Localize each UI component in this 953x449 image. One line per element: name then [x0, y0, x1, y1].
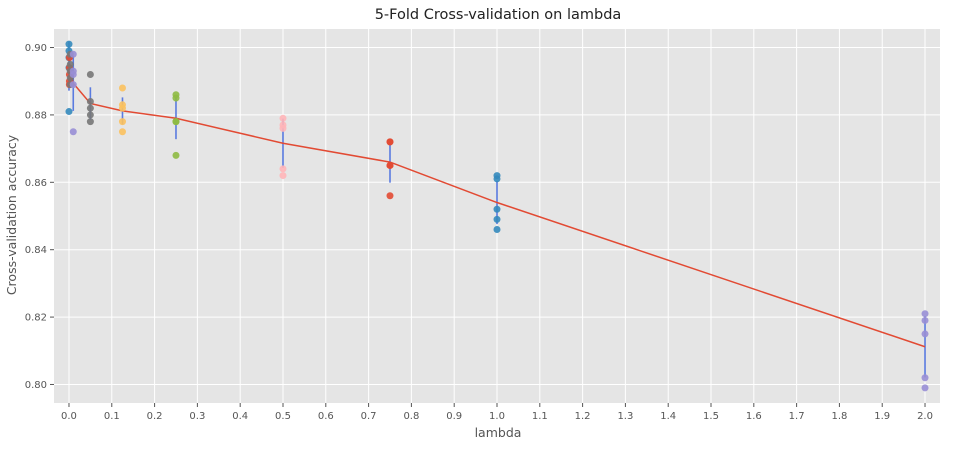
x-tick-label: 0.2 [147, 411, 163, 422]
data-point [921, 316, 929, 324]
data-point [86, 111, 94, 119]
x-tick-label: 0.1 [104, 411, 120, 422]
data-point [118, 118, 126, 126]
y-tick-label: 0.90 [25, 43, 47, 54]
data-point [66, 60, 74, 68]
data-point [493, 225, 501, 233]
y-tick-label: 0.82 [25, 313, 47, 324]
x-tick-label: 1.0 [489, 411, 505, 422]
data-point [493, 205, 501, 213]
data-point [921, 374, 929, 382]
data-point [386, 192, 394, 200]
x-tick-label: 1.6 [746, 411, 762, 422]
x-tick-label: 0.3 [189, 411, 205, 422]
data-point [86, 118, 94, 126]
data-point [65, 108, 73, 116]
data-point [279, 124, 287, 132]
x-axis-label: lambda [475, 425, 522, 440]
data-point [921, 384, 929, 392]
x-tick-label: 2.0 [917, 411, 933, 422]
y-tick-label: 0.80 [25, 380, 47, 391]
data-point [921, 310, 929, 318]
data-point [172, 94, 180, 102]
x-tick-label: 1.4 [660, 411, 676, 422]
chart-title: 5-Fold Cross-validation on lambda [375, 7, 622, 23]
x-tick-label: 1.1 [532, 411, 548, 422]
x-tick-label: 0.6 [318, 411, 334, 422]
data-point [86, 97, 94, 105]
data-point [69, 50, 77, 58]
data-point [69, 70, 77, 78]
x-tick-label: 0.4 [232, 411, 248, 422]
data-point [86, 104, 94, 112]
y-tick-label: 0.88 [25, 110, 47, 121]
data-point [65, 40, 73, 48]
tick-labels: 0.0 0.1 0.2 0.3 0.4 0.5 0.6 0.7 0.8 0.9 1.0 1.1 1.2 1… [25, 43, 933, 422]
data-point [69, 128, 77, 136]
x-tick-label: 1.3 [617, 411, 633, 422]
data-point [386, 138, 394, 146]
data-point [493, 215, 501, 223]
data-point [493, 175, 501, 183]
data-point [172, 151, 180, 159]
data-point [279, 165, 287, 173]
data-point [118, 84, 126, 92]
x-tick-label: 1.9 [874, 411, 890, 422]
data-point [279, 172, 287, 180]
data-point [279, 114, 287, 122]
data-point [386, 161, 394, 169]
x-tick-label: 1.2 [575, 411, 591, 422]
y-tick-label: 0.86 [25, 178, 47, 189]
x-tick-label: 0.5 [275, 411, 291, 422]
data-point [921, 330, 929, 338]
x-tick-label: 0.8 [403, 411, 419, 422]
x-tick-label: 0.7 [361, 411, 377, 422]
data-points [65, 40, 929, 392]
data-point [118, 128, 126, 136]
x-tick-label: 1.8 [831, 411, 847, 422]
x-tick-label: 1.5 [703, 411, 719, 422]
data-point [69, 81, 77, 89]
x-tick-label: 0.9 [446, 411, 462, 422]
x-tick-label: 0.0 [61, 411, 77, 422]
y-tick-label: 0.84 [25, 245, 47, 256]
data-point [118, 104, 126, 112]
y-axis-label: Cross-validation accuracy [4, 134, 19, 295]
data-point [172, 118, 180, 126]
data-point [86, 70, 94, 78]
x-tick-label: 1.7 [789, 411, 805, 422]
